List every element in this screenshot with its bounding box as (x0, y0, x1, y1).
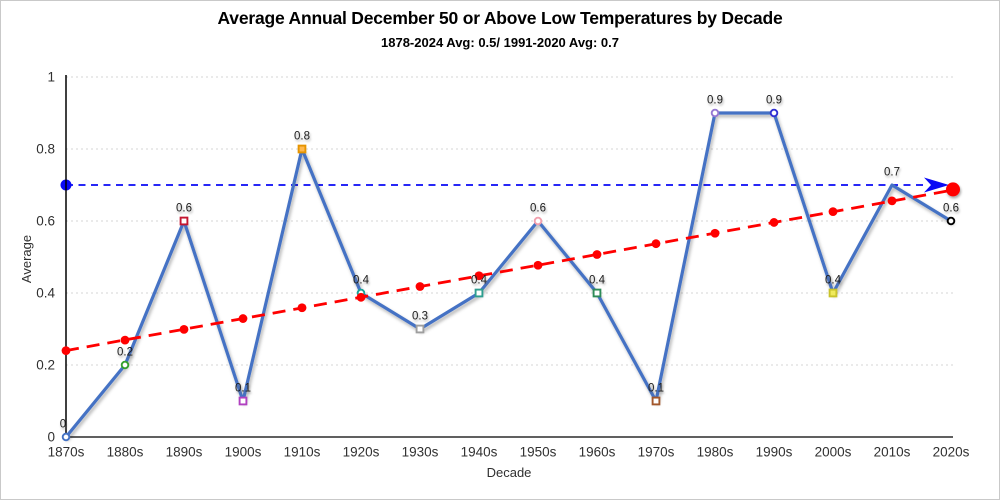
x-axis-tick-1950s: 1950s (520, 445, 557, 460)
trend-dot-2000s (828, 207, 838, 217)
data-point-marker-2000s (828, 288, 838, 298)
data-point-marker-1900s (238, 396, 248, 406)
x-axis-tick-2000s: 2000s (815, 445, 852, 460)
data-point-marker-1970s (651, 396, 661, 406)
x-axis-tick-1900s: 1900s (225, 445, 262, 460)
trend-dot-2010s (887, 196, 897, 206)
x-axis-tick-1870s: 1870s (48, 445, 85, 460)
trend-dot-1950s (533, 260, 543, 270)
x-axis-tick-1990s: 1990s (756, 445, 793, 460)
data-label-2000s: 0.4 (825, 275, 842, 287)
y-axis-tick-0.4: 0.4 (36, 286, 55, 301)
data-point-marker-1940s (474, 288, 484, 298)
data-label-1910s: 0.8 (294, 131, 310, 143)
x-axis-tick-1920s: 1920s (343, 445, 380, 460)
data-point-marker-1950s (533, 216, 543, 226)
x-axis-tick-1940s: 1940s (461, 445, 498, 460)
data-label-2010s: 0.7 (884, 167, 900, 179)
trend-dot-1890s (179, 324, 189, 334)
data-labels-group: 0 0.2 0.6 0.1 0.8 0.4 0.3 0.4 0.6 0.4 0.1 0.9 0.9 0.4… (60, 95, 959, 431)
trend-dot-1870s (61, 346, 71, 355)
x-axis-tick-2010s: 2010s (874, 445, 911, 460)
x-axis-tick-1960s: 1960s (579, 445, 616, 460)
data-label-1900s: 0.1 (235, 383, 251, 395)
data-label-1950s: 0.6 (530, 203, 546, 215)
data-point-marker-1990s (769, 108, 779, 118)
data-point-marker-2020s (946, 216, 956, 226)
y-axis-tick-0: 0 (47, 430, 55, 445)
data-label-2020s: 0.6 (943, 203, 959, 215)
data-point-marker-1880s (120, 360, 130, 370)
trend-line (65, 189, 952, 352)
data-point-marker-1980s (710, 108, 720, 118)
trend-dot-1980s (710, 228, 720, 238)
x-axis-title: Decade (487, 465, 532, 480)
chart-subtitle: 1878-2024 Avg: 0.5/ 1991-2020 Avg: 0.7 (381, 35, 619, 50)
data-point-marker-1910s (297, 144, 307, 154)
reference-line-group (60, 177, 949, 193)
data-label-1920s: 0.4 (353, 275, 370, 287)
trend-dot-1920s (356, 292, 366, 302)
trend-dot-1990s (769, 218, 779, 227)
x-axis-tick-1910s: 1910s (284, 445, 321, 460)
axis-tick-labels: 0 0.2 0.4 0.6 0.8 1 1870s 1880s 1890s 1900s 1910s 1… (19, 70, 970, 481)
x-axis-tick-1970s: 1970s (638, 445, 675, 460)
main-series-group (61, 108, 956, 442)
trend-dot-1930s (415, 282, 425, 291)
y-axis-tick-0.2: 0.2 (36, 358, 55, 373)
x-axis-tick-1980s: 1980s (697, 445, 734, 460)
trend-dot-1970s (651, 239, 661, 249)
x-axis-tick-1930s: 1930s (402, 445, 439, 460)
trend-dot-1910s (297, 303, 307, 313)
y-axis-tick-0.8: 0.8 (36, 142, 55, 157)
data-label-1990s: 0.9 (766, 95, 782, 107)
data-point-marker-1890s (179, 216, 189, 226)
x-axis-tick-2020s: 2020s (933, 445, 970, 460)
data-point-marker-1930s (415, 324, 425, 334)
x-axis-tick-1890s: 1890s (166, 445, 203, 460)
data-point-marker-1960s (592, 288, 602, 298)
main-series-line (64, 111, 953, 439)
data-point-marker-1870s (61, 432, 71, 442)
trend-dot-1960s (592, 250, 602, 259)
arrow-right-icon (924, 177, 949, 193)
data-label-1940s: 0.4 (471, 275, 488, 287)
y-axis-tick-0.6: 0.6 (36, 214, 55, 229)
gridlines (66, 76, 953, 366)
x-axis-tick-1880s: 1880s (107, 445, 144, 460)
trendline-group (61, 182, 960, 355)
y-axis-title: Average (19, 235, 34, 283)
trend-end-dot (946, 182, 960, 197)
trend-dot-1900s (238, 314, 248, 323)
data-label-1880s: 0.2 (117, 347, 133, 359)
y-axis-tick-1: 1 (47, 70, 55, 85)
chart-title: Average Annual December 50 or Above Low … (217, 8, 783, 28)
trend-dot-1940s (474, 271, 484, 281)
data-label-1960s: 0.4 (589, 275, 606, 287)
trend-dot-1880s (120, 335, 130, 345)
data-label-1870s: 0 (60, 419, 66, 431)
axes (65, 75, 953, 438)
data-label-1980s: 0.9 (707, 95, 723, 107)
data-label-1970s: 0.1 (648, 383, 664, 395)
data-label-1930s: 0.3 (412, 311, 428, 323)
data-label-1890s: 0.6 (176, 203, 192, 215)
